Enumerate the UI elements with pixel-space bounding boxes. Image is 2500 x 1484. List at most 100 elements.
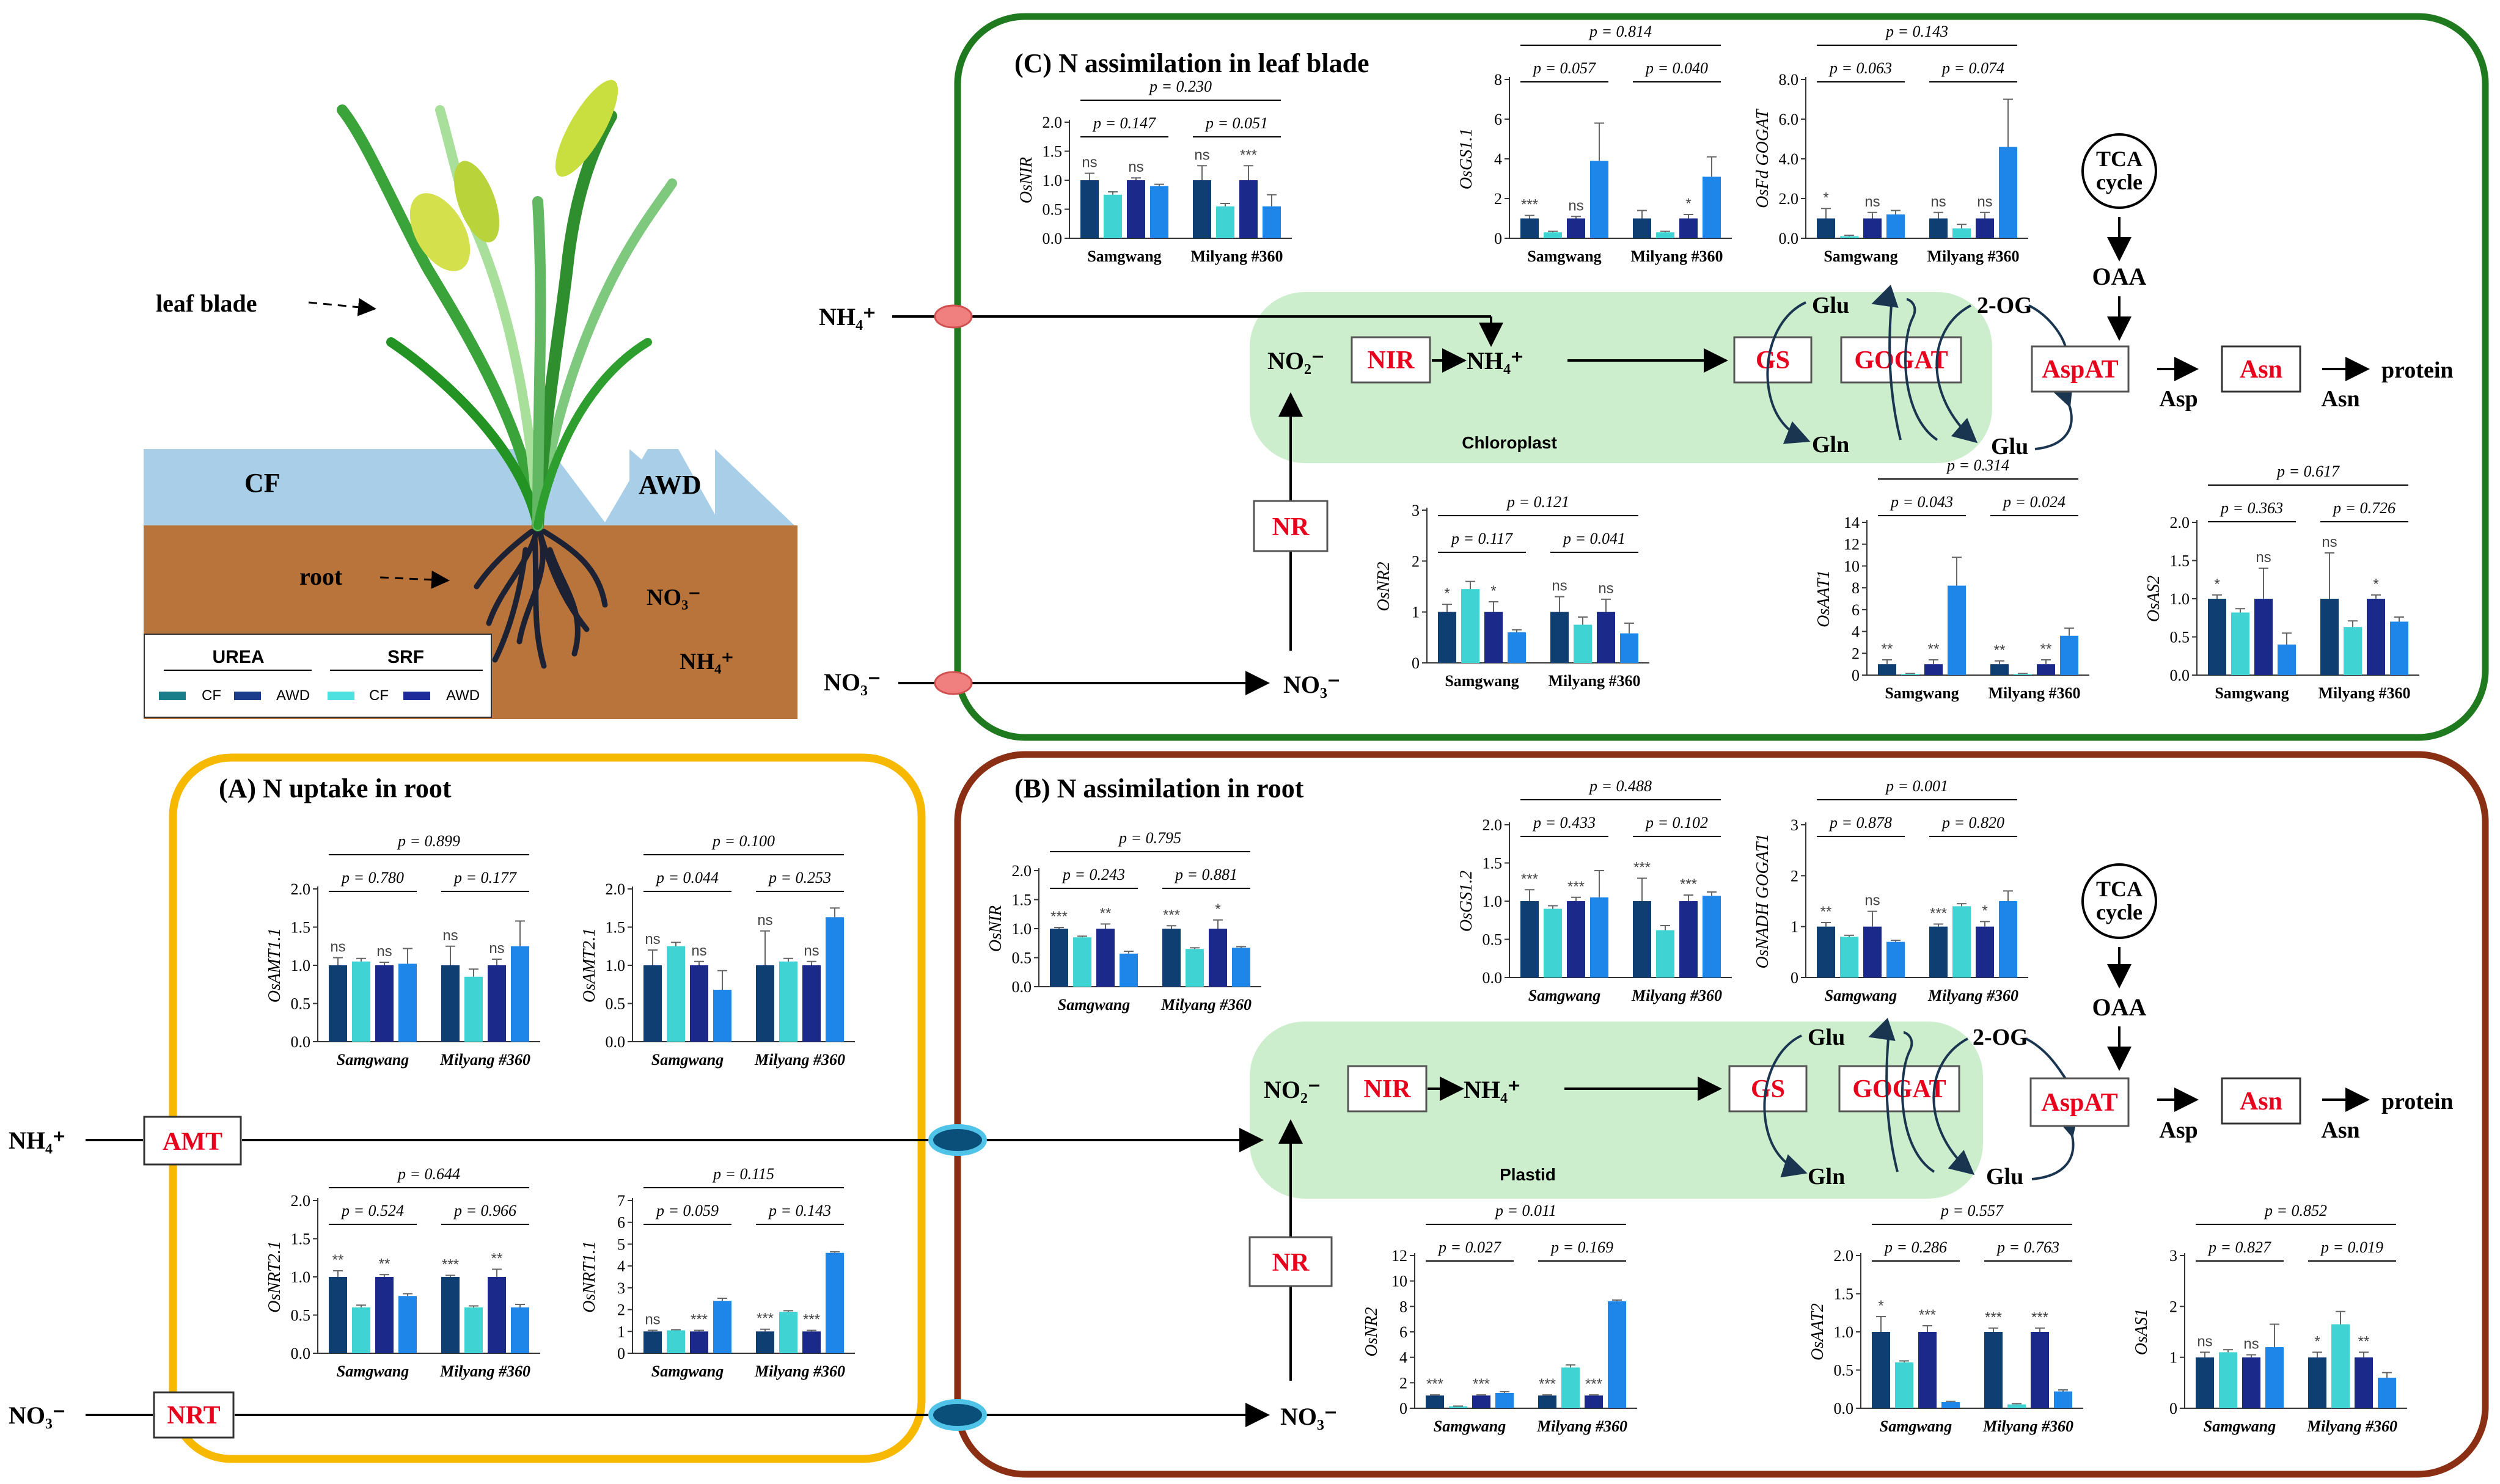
bar [1679, 218, 1698, 238]
significance-label: *** [2031, 1309, 2048, 1326]
bar [2344, 627, 2362, 675]
y-tick-label: 3 [617, 1279, 625, 1297]
p-value-all: p = 0.814 [1588, 23, 1652, 40]
c-nh4-in: NH₄⁺ [819, 303, 876, 331]
bar [2054, 1391, 2072, 1408]
legend-srf-awd: AWD [446, 687, 480, 704]
chart-c_as2: 0.0 0.5 1.0 1.5 2.0 OsAS2 * ns Samgwang ns * Milyan… [2144, 462, 2419, 702]
bar [1438, 612, 1456, 663]
p-value-all: p = 0.121 [1506, 493, 1569, 511]
significance-label: *** [1919, 1307, 1936, 1323]
bar [1703, 177, 1721, 238]
y-axis-label: OsAS1 [2132, 1309, 2151, 1355]
y-tick-label: 3 [1791, 816, 1798, 834]
c-asp: Asp [2159, 386, 2198, 412]
p-value-right: p = 0.966 [453, 1202, 516, 1219]
y-tick-label: 0.5 [291, 995, 311, 1013]
bar [1567, 901, 1585, 978]
bar [1918, 1332, 1937, 1408]
p-value-all: p = 0.852 [2264, 1202, 2327, 1219]
bar [779, 961, 797, 1042]
y-tick-label: 0 [1399, 1400, 1407, 1417]
y-axis-label: OsNADH GOGAT1 [1753, 834, 1772, 969]
y-axis-label: OsNIR [986, 905, 1005, 952]
y-tick-label: 0.0 [2170, 667, 2190, 684]
y-tick-label: 0.0 [1012, 978, 1032, 996]
y-axis-label: OsGS1.1 [1457, 128, 1476, 189]
significance-label: * [2373, 576, 2378, 593]
b-nr: NR [1272, 1249, 1310, 1277]
y-tick-label: 1.0 [606, 957, 626, 974]
significance-label: * [1823, 189, 1828, 206]
bar [1561, 1367, 1580, 1408]
y-tick-label: 6 [1399, 1323, 1407, 1341]
group-label: Samgwang [1434, 1417, 1506, 1435]
bar [1550, 612, 1569, 663]
p-value-right: p = 0.253 [768, 869, 831, 886]
bar [2331, 1324, 2350, 1408]
significance-label: ns [1194, 147, 1209, 163]
water-awd-2 [715, 449, 794, 525]
c-gogat-cycle-2 [1904, 298, 1938, 441]
group-label: Samgwang [1528, 987, 1601, 1004]
bar [1633, 218, 1651, 238]
bar [375, 1277, 394, 1353]
bar [667, 1330, 685, 1353]
significance-label: *** [442, 1257, 459, 1273]
significance-label: ** [379, 1256, 390, 1272]
bar [713, 1301, 731, 1353]
y-tick-label: 1.0 [2170, 590, 2190, 608]
bar [2231, 612, 2249, 675]
bar [2355, 1357, 2373, 1408]
y-tick-label: 0.0 [1779, 230, 1799, 247]
y-tick-label: 0.0 [291, 1345, 311, 1362]
y-tick-label: 1 [617, 1323, 625, 1340]
y-tick-label: 7 [617, 1192, 625, 1210]
significance-label: *** [1633, 860, 1651, 876]
chart-a_amt11: 0.0 0.5 1.0 1.5 2.0 OsAMT1.1 ns ns Samgwang ns ns M… [265, 832, 540, 1069]
group-label: Samgwang [1445, 672, 1519, 690]
bar [1901, 674, 1919, 675]
bar [1472, 1395, 1490, 1408]
bar [398, 963, 417, 1042]
y-tick-label: 1.5 [2170, 552, 2190, 570]
y-tick-label: 1.0 [1012, 920, 1032, 938]
bar [2060, 635, 2078, 675]
water-awd-1 [629, 449, 718, 525]
label-leaf-blade: leaf blade [156, 290, 257, 317]
p-value-left: p = 0.147 [1092, 114, 1156, 132]
significance-label: *** [1163, 907, 1180, 923]
significance-label: *** [691, 1312, 708, 1328]
significance-label: * [1685, 196, 1691, 212]
y-axis-label: OsAMT1.1 [265, 928, 284, 1003]
group-label: Samgwang [1527, 247, 1601, 265]
panel-a-border [169, 753, 926, 1463]
c-nh4-transporter [934, 304, 973, 329]
y-tick-label: 4 [1399, 1349, 1407, 1367]
bar [1679, 901, 1698, 978]
y-tick-label: 6.0 [1779, 111, 1799, 128]
bar [1127, 180, 1145, 238]
p-value-all: p = 0.795 [1118, 829, 1181, 847]
group-label: Samgwang [1825, 987, 1897, 1004]
bar [1162, 929, 1181, 987]
group-label: Samgwang [2204, 1417, 2276, 1435]
significance-label: ns [804, 943, 819, 959]
y-tick-label: 1.5 [606, 919, 626, 937]
bar [441, 965, 460, 1042]
p-value-left: p = 0.043 [1890, 493, 1953, 511]
significance-label: ns [1552, 578, 1567, 594]
y-tick-label: 0.5 [1043, 201, 1063, 219]
significance-label: ns [757, 912, 772, 929]
group-label: Samgwang [1087, 247, 1161, 265]
group-label: Milyang #360 [754, 1051, 845, 1069]
bar [1263, 206, 1281, 238]
label-awd: AWD [639, 470, 702, 500]
y-tick-label: 0.5 [1483, 931, 1503, 949]
significance-label: * [1490, 583, 1496, 599]
y-tick-label: 1.0 [1483, 893, 1503, 910]
y-tick-label: 2.0 [2170, 514, 2190, 532]
chart-b_nr2: 0 2 4 6 8 10 12 OsNR2 *** *** Samgwang *** *** Milyan… [1362, 1202, 1637, 1435]
y-tick-label: 1.5 [1043, 143, 1063, 161]
bar [1872, 1332, 1890, 1408]
